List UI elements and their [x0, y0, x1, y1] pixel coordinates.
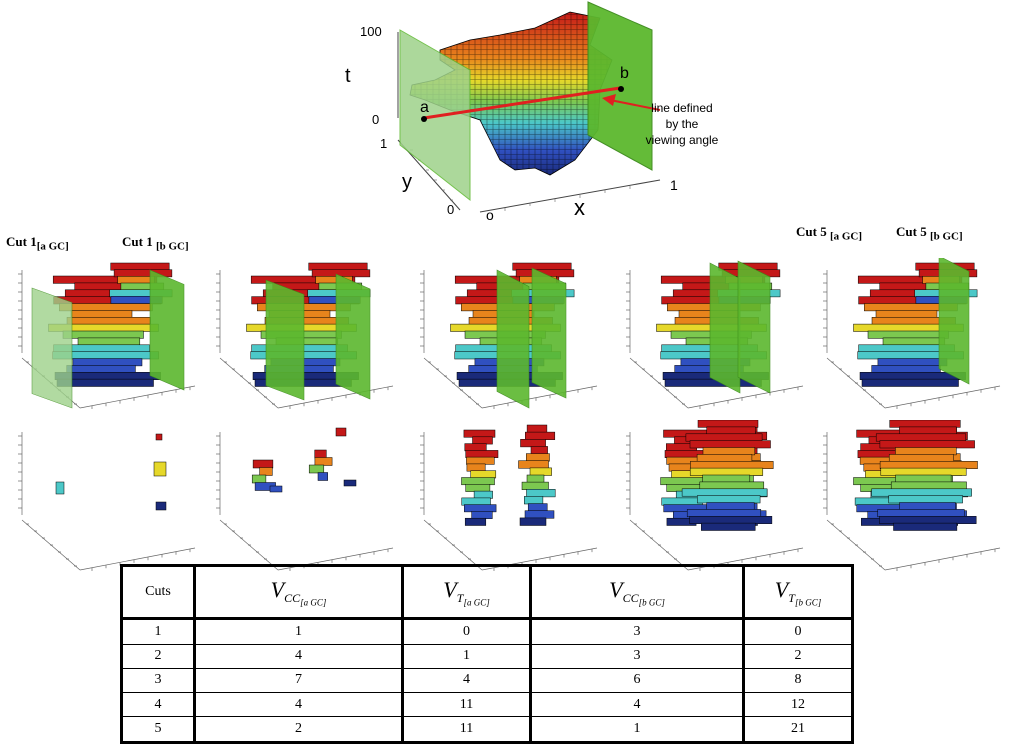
cell-vcc-b: 6	[530, 667, 745, 694]
axis-label-y: y	[402, 171, 412, 193]
cell-vcc-a: 4	[194, 692, 404, 718]
cell-vcc-b: 4	[530, 692, 745, 718]
cell-cut: 4	[121, 692, 196, 718]
viewing-line	[423, 86, 621, 120]
cell-vt-b: 8	[743, 667, 853, 694]
annotation-text-2: by the	[666, 117, 699, 131]
header-vt-a: VT[a GC]	[402, 565, 532, 620]
cell-vt-a: 11	[402, 692, 532, 718]
cell-cut: 2	[121, 643, 196, 669]
cut1-a-label: Cut 1[a GC]	[6, 234, 69, 253]
cut-1-components-view	[18, 432, 196, 571]
cell-vt-b: 0	[743, 618, 853, 645]
point-b-marker	[618, 86, 624, 92]
cell-vt-a: 0	[402, 618, 532, 645]
table-header-row: Cuts VCC[a GC] VT[a GC] VCC[b GC] VT[b G…	[121, 565, 853, 620]
cut1-b-label: Cut 1 [b GC]	[122, 234, 189, 253]
cell-vt-b: 21	[743, 716, 853, 743]
tick-t0: 0	[372, 112, 379, 127]
table-row: 1 1 0 3 0	[121, 618, 853, 645]
cut-4-volume-view	[626, 260, 804, 409]
cell-vt-b: 12	[743, 692, 853, 718]
table-row: 2 4 1 3 2	[121, 643, 853, 669]
cell-cut: 5	[121, 716, 196, 743]
cell-vcc-b: 3	[530, 618, 745, 645]
header-vcc-a: VCC[a GC]	[194, 565, 404, 620]
table-row: 4 4 11 4 12	[121, 692, 853, 718]
table-row: 3 7 4 6 8	[121, 667, 853, 694]
cut-plane-b	[587, 1, 653, 171]
cell-vt-a: 11	[402, 716, 532, 743]
header-vt-b: VT[b GC]	[743, 565, 853, 620]
cell-vcc-b: 3	[530, 643, 745, 669]
cut-4-components-view	[626, 420, 804, 571]
cell-cut: 3	[121, 667, 196, 694]
tick-x0: o	[486, 207, 494, 223]
arrow-head	[602, 94, 616, 106]
header-vcc-b: VCC[b GC]	[530, 565, 745, 620]
cut-5-components-view	[823, 420, 1001, 571]
cut-1-volume-view	[18, 262, 196, 409]
point-a-marker	[421, 116, 427, 122]
tick-y1: 1	[380, 136, 387, 151]
axis-label-t: t	[345, 65, 351, 87]
x-axis-ticks	[504, 186, 631, 211]
cell-vcc-b: 1	[530, 716, 745, 743]
annotation-text-3: viewing angle	[646, 133, 719, 147]
table-row: 5 2 11 1 21	[121, 716, 853, 743]
cell-vcc-a: 1	[194, 618, 404, 645]
header-cuts: Cuts	[121, 565, 196, 620]
cut-5-volume-view	[823, 258, 1001, 409]
axis-label-x: x	[574, 195, 585, 220]
cuts-table: Cuts VCC[a GC] VT[a GC] VCC[b GC] VT[b G…	[120, 564, 854, 744]
cell-vcc-a: 4	[194, 643, 404, 669]
main-3d-figure: t 100 0 1 y 0 o x 1 a b line defined by …	[345, 1, 719, 223]
cell-vcc-a: 2	[194, 716, 404, 743]
point-a-label: a	[420, 99, 429, 116]
cell-vt-a: 4	[402, 667, 532, 694]
tick-100: 100	[360, 24, 382, 39]
cut-3-volume-view	[420, 262, 598, 409]
cell-cut: 1	[121, 618, 196, 645]
annotation-text-1: line defined	[651, 101, 712, 115]
cut-2-components-view	[216, 427, 394, 571]
cut-3-components-view	[420, 424, 598, 571]
cell-vcc-a: 7	[194, 667, 404, 694]
point-b-label: b	[620, 65, 629, 82]
cut5-a-label: Cut 5 [a GC]	[796, 224, 863, 243]
cell-vt-a: 1	[402, 643, 532, 669]
cut-2-volume-view	[216, 262, 394, 409]
tick-x1: 1	[670, 177, 678, 193]
cut5-b-label: Cut 5 [b GC]	[896, 224, 963, 243]
cell-vt-b: 2	[743, 643, 853, 669]
tick-y0: 0	[447, 202, 454, 217]
